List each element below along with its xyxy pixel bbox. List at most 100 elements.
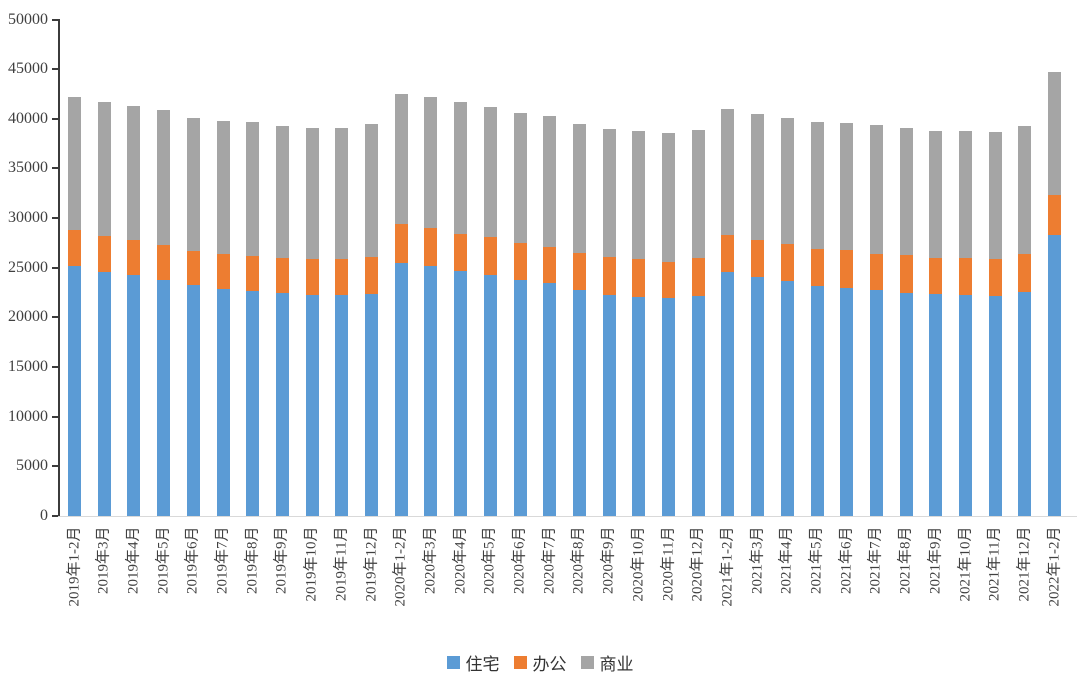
y-axis-tick-label: 15000 (8, 358, 48, 376)
x-axis-label: 2020年8月 (570, 526, 587, 594)
bar-segment-commercial (157, 109, 171, 245)
bar-segment-commercial (662, 132, 675, 262)
bar-segment-residential (513, 279, 527, 516)
bar-segment-commercial (483, 106, 497, 237)
bar-column (275, 125, 289, 516)
bar-segment-residential (751, 276, 765, 516)
bar-segment-residential (1048, 234, 1062, 516)
bar-segment-commercial (216, 120, 230, 254)
x-axis-baseline (58, 516, 1077, 517)
bar-column (751, 113, 765, 516)
bar-segment-commercial (721, 108, 735, 235)
bar-segment-residential (246, 290, 260, 516)
bar-segment-office (988, 258, 1002, 296)
bar-segment-office (365, 256, 378, 294)
bar-segment-residential (424, 265, 438, 516)
y-axis-tick (52, 18, 58, 21)
x-axis-label: 2021年7月 (867, 526, 884, 594)
bar-segment-office (602, 256, 616, 295)
y-axis-tick-label: 25000 (8, 258, 48, 276)
y-axis-tick (52, 266, 58, 269)
bar-segment-office (513, 242, 527, 280)
bar-segment-office (483, 236, 497, 275)
bar-column (899, 127, 913, 516)
x-axis-label: 2021年10月 (957, 526, 973, 602)
bar-segment-commercial (780, 117, 794, 244)
bar-segment-commercial (572, 123, 586, 253)
y-axis-tick (52, 217, 58, 220)
bar-segment-residential (97, 271, 111, 516)
bar-column (335, 127, 349, 516)
bar-column (602, 128, 616, 516)
y-axis-line (58, 19, 60, 516)
bar-segment-office (1018, 253, 1032, 292)
bar-column (483, 106, 497, 516)
x-axis-label: 2020年10月 (630, 526, 647, 602)
bar-segment-residential (869, 289, 883, 516)
bar-segment-office (454, 233, 468, 271)
bar-column (157, 109, 171, 516)
bar-segment-residential (691, 295, 705, 516)
bar-column (186, 117, 200, 516)
legend-swatch-office (513, 656, 527, 669)
legend-item-residential: 住宅 (446, 650, 500, 675)
y-axis-tick (52, 366, 58, 369)
x-axis-label: 2021年11月 (986, 526, 1003, 601)
x-axis-label: 2020年12月 (689, 526, 706, 602)
bar-segment-office (335, 258, 349, 295)
bar-segment-residential (365, 293, 378, 516)
bar-segment-commercial (840, 122, 854, 250)
bar-column (513, 112, 527, 516)
bar-column (1018, 125, 1032, 516)
bar-segment-commercial (365, 123, 378, 257)
y-axis-tick-label: 5000 (16, 457, 48, 475)
x-axis-label: 2021年3月 (749, 526, 766, 594)
x-axis-label: 2021年6月 (838, 526, 855, 594)
bar-segment-office (632, 258, 646, 297)
bar-segment-commercial (929, 130, 943, 258)
y-axis-tick-label: 45000 (8, 60, 48, 78)
x-axis-label: 2019年5月 (155, 526, 172, 594)
bar-segment-commercial (246, 121, 260, 256)
x-axis-label: 2020年1-2月 (392, 526, 409, 606)
bar-segment-office (1048, 195, 1062, 235)
bar-segment-office (751, 239, 765, 277)
y-axis-tick-label: 50000 (8, 10, 48, 28)
bar-segment-office (394, 224, 408, 263)
x-axis-label: 2020年11月 (660, 526, 676, 601)
bar-segment-commercial (602, 128, 616, 257)
bar-column (869, 124, 883, 516)
bar-segment-office (305, 258, 319, 295)
bar-segment-commercial (810, 121, 824, 249)
bar-segment-office (899, 254, 913, 293)
bar-segment-residential (543, 282, 557, 516)
bar-column (424, 96, 438, 516)
x-axis-label: 2020年9月 (600, 526, 617, 594)
bar-column (543, 115, 557, 516)
bar-segment-residential (305, 294, 319, 516)
bar-segment-commercial (959, 130, 972, 258)
x-axis-label: 2021年9月 (927, 526, 944, 594)
bar-column (454, 101, 468, 516)
y-axis-tick-label: 10000 (8, 407, 48, 425)
bar-column (959, 130, 972, 516)
x-axis-label: 2019年12月 (363, 526, 379, 602)
legend-item-office: 办公 (513, 650, 567, 675)
bar-segment-residential (335, 294, 349, 516)
bar-segment-residential (127, 274, 141, 516)
x-axis-label: 2021年5月 (808, 526, 825, 594)
bar-column (127, 105, 141, 516)
x-axis-label: 2022年1-2月 (1046, 526, 1063, 606)
x-axis-label: 2019年7月 (214, 526, 231, 594)
bar-segment-office (959, 257, 972, 295)
bar-segment-residential (929, 293, 943, 516)
bar-segment-office (127, 239, 141, 275)
bar-segment-residential (721, 271, 735, 516)
bar-segment-commercial (691, 129, 705, 258)
bar-segment-office (721, 234, 735, 272)
x-axis-label: 2020年6月 (511, 526, 528, 594)
bar-segment-residential (68, 265, 81, 516)
x-axis-label: 2019年1-2月 (66, 526, 82, 606)
x-axis-label: 2021年4月 (778, 526, 795, 594)
bar-column (662, 132, 675, 516)
